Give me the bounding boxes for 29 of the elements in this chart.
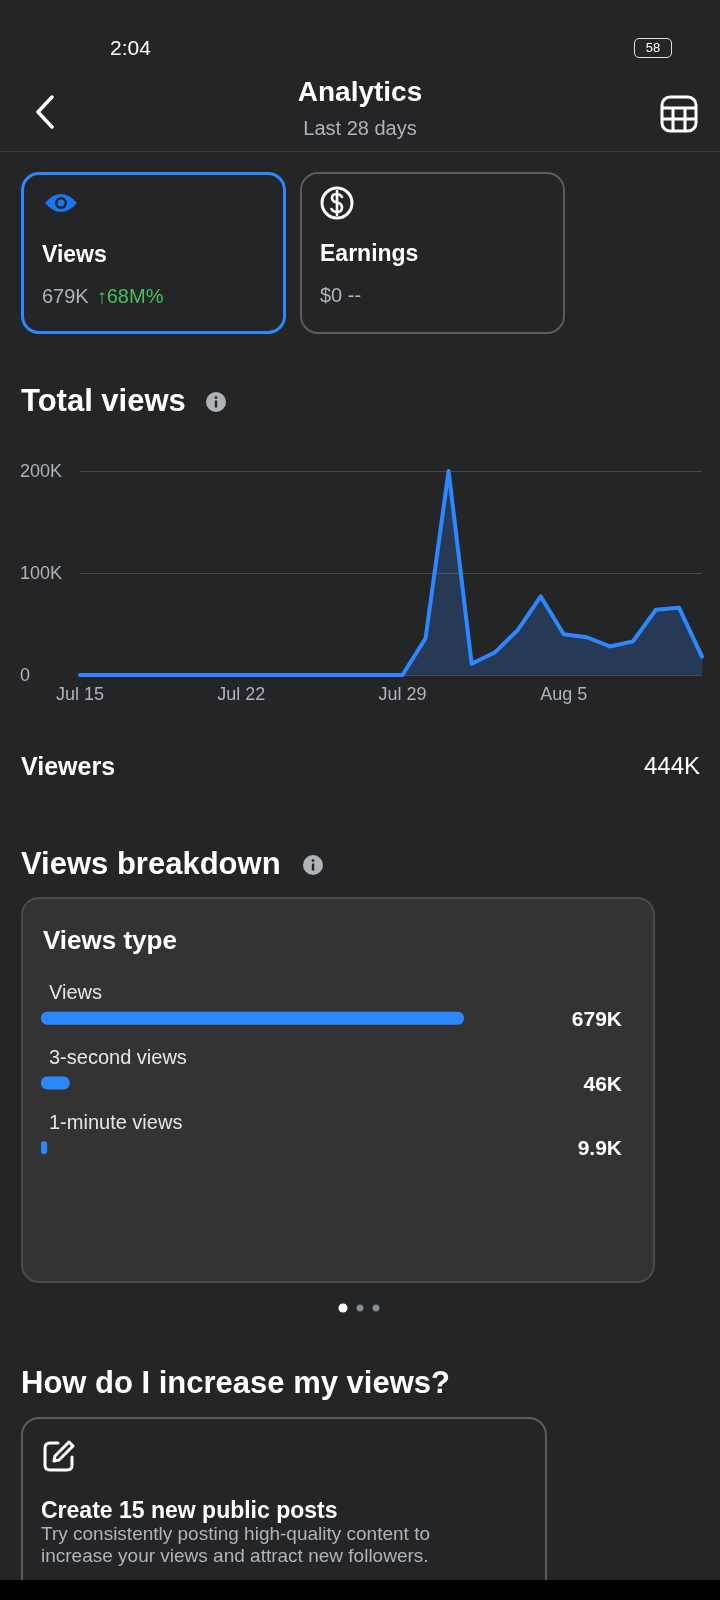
- data-label: 679K: [571, 1006, 622, 1030]
- text: How do I increase my views?: [21, 1365, 450, 1401]
- y-tick-label: 100K: [20, 563, 63, 583]
- text: Analytics: [296, 76, 424, 108]
- text: $0 --: [320, 284, 362, 307]
- x-tick-label: Aug 5: [540, 684, 588, 704]
- y-tick-label: 200K: [20, 461, 63, 481]
- text: Earnings: [320, 240, 419, 267]
- chart-title: Total views: [21, 383, 186, 419]
- y-tick-label: Views: [49, 981, 102, 1004]
- text: 444K: [643, 752, 700, 780]
- y-tick-label: 3-second views: [49, 1046, 187, 1068]
- text: 2:04: [110, 36, 151, 60]
- x-tick-label: Jul 22: [217, 684, 266, 704]
- text: 58: [634, 38, 672, 58]
- text: Last 28 days: [302, 117, 418, 140]
- y-tick-label: 1-minute views: [49, 1110, 183, 1133]
- text: ↑68M%: [96, 285, 164, 307]
- data-label: 46K: [583, 1071, 622, 1095]
- data-label: 9.9K: [577, 1136, 622, 1160]
- text: Try consistently posting high-quality content to increase your views and attract new followers.: [41, 1523, 431, 1567]
- y-tick-label: 0: [20, 665, 31, 685]
- x-tick-label: Jul 15: [55, 684, 105, 704]
- text: Viewers: [21, 752, 116, 781]
- text: Create 15 new public posts: [41, 1497, 338, 1524]
- text: Views breakdown: [21, 846, 281, 882]
- x-tick-label: Jul 29: [378, 684, 427, 704]
- chart-title: Views type: [43, 925, 177, 956]
- text: 679K: [42, 285, 89, 307]
